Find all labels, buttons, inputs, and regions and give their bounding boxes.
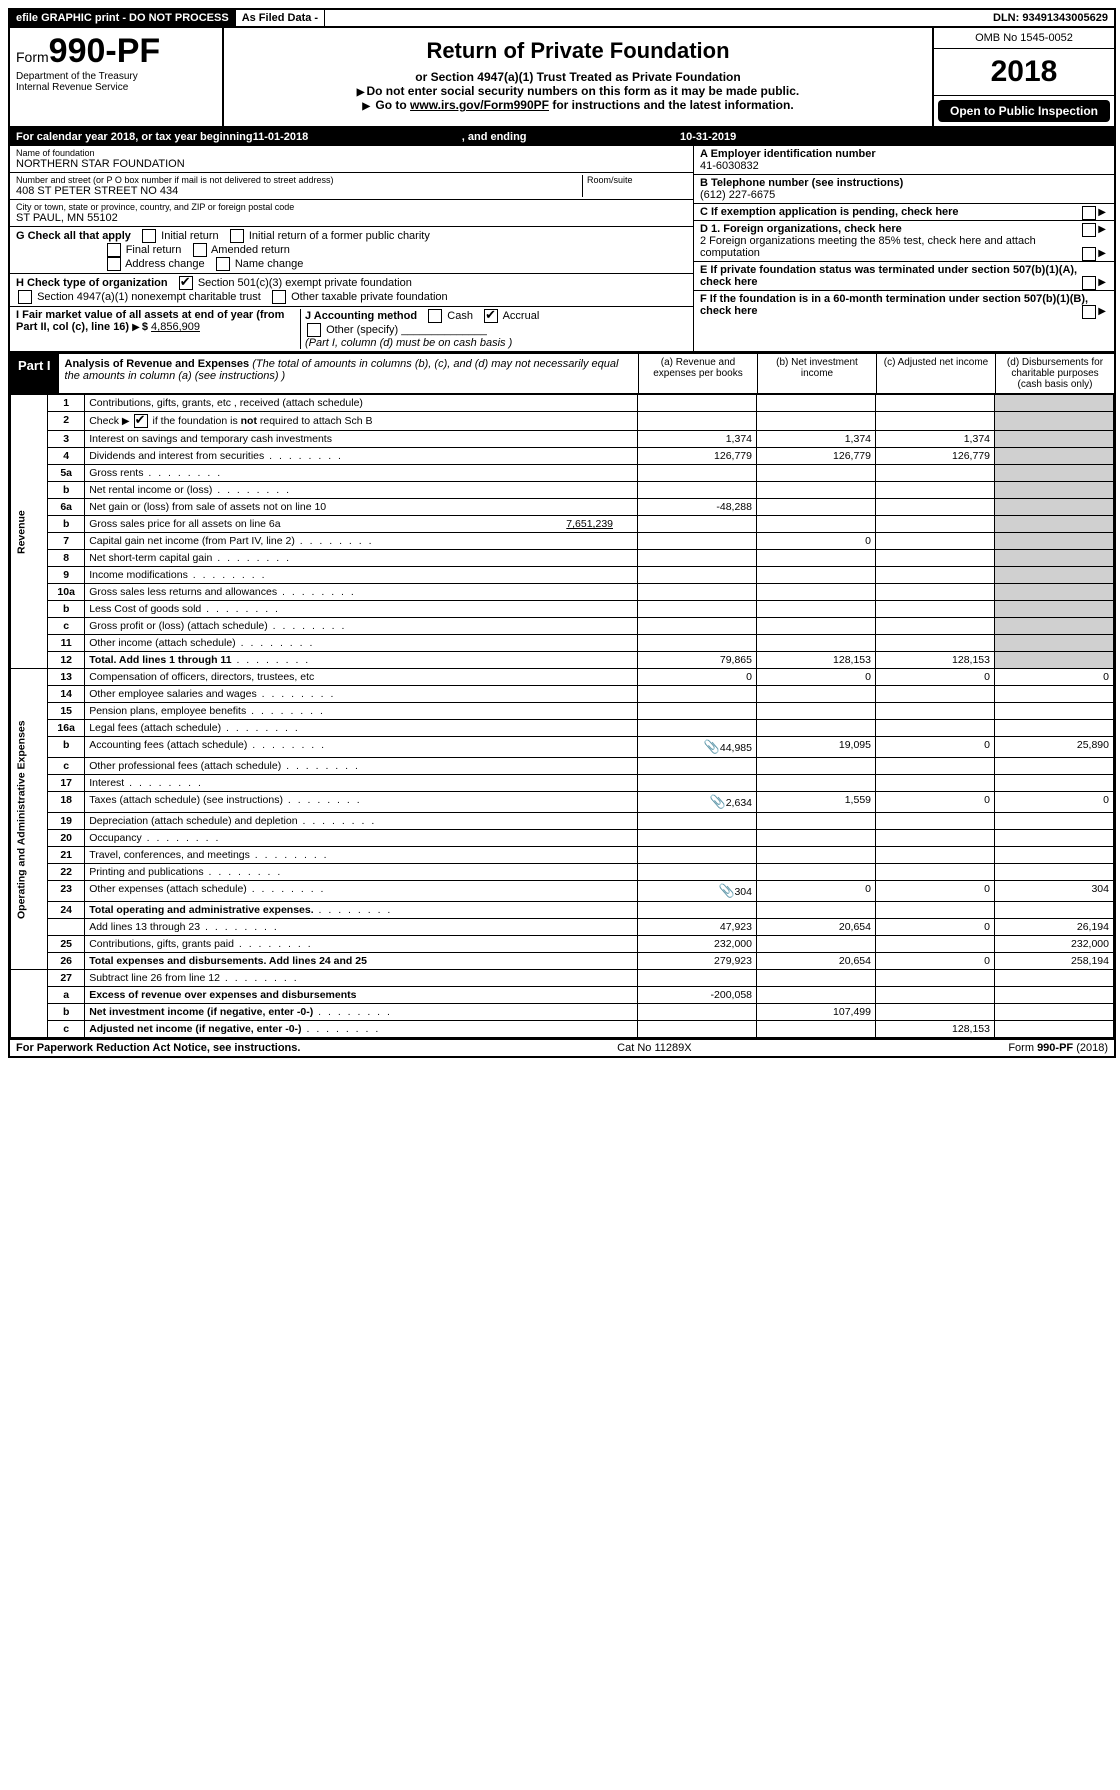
form-identity: Form990-PF Department of the Treasury In… [10,28,224,126]
cb-other-taxable[interactable] [272,290,286,304]
table-row: 3 Interest on savings and temporary cash… [11,431,1114,448]
form-title-block: Return of Private Foundation or Section … [224,28,932,126]
table-row: Operating and Administrative Expenses 13… [11,669,1114,686]
table-row: 24 Total operating and administrative ex… [11,902,1114,919]
cb-name-change[interactable] [216,257,230,271]
table-row: 5a Gross rents [11,465,1114,482]
address: 408 ST PETER STREET NO 434 [16,185,578,197]
table-row: 18 Taxes (attach schedule) (see instruct… [11,792,1114,813]
table-row: 10a Gross sales less returns and allowan… [11,584,1114,601]
table-row: 19 Depreciation (attach schedule) and de… [11,813,1114,830]
page-footer: For Paperwork Reduction Act Notice, see … [10,1038,1114,1056]
section-g: G Check all that apply Initial return In… [10,227,693,274]
phone: (612) 227-6675 [700,189,775,201]
part1-table: Revenue 1 Contributions, gifts, grants, … [10,394,1114,1038]
irs-link[interactable]: www.irs.gov/Form990PF [410,98,549,112]
table-row: c Gross profit or (loss) (attach schedul… [11,618,1114,635]
table-row: 6a Net gain or (loss) from sale of asset… [11,499,1114,516]
cb-accrual[interactable] [484,309,498,323]
table-row: 14 Other employee salaries and wages [11,686,1114,703]
cb-amended[interactable] [193,243,207,257]
table-row: b Gross sales price for all assets on li… [11,516,1114,533]
table-row: b Less Cost of goods sold [11,601,1114,618]
table-row: 2 Check if the foundation is not require… [11,412,1114,431]
table-row: 17 Interest [11,775,1114,792]
entity-info: Name of foundation NORTHERN STAR FOUNDAT… [10,146,1114,352]
table-row: 23 Other expenses (attach schedule) 📎304… [11,881,1114,902]
cb-address-change[interactable] [107,257,121,271]
table-row: Add lines 13 through 23 47,923 20,654 0 … [11,919,1114,936]
cb-initial-return[interactable] [142,229,156,243]
table-row: 25 Contributions, gifts, grants paid 232… [11,936,1114,953]
section-i-j: I Fair market value of all assets at end… [10,307,693,351]
cb-initial-former[interactable] [230,229,244,243]
cb-foreign-org[interactable] [1082,223,1096,237]
topbar: efile GRAPHIC print - DO NOT PROCESS As … [10,10,1114,28]
table-row: 12 Total. Add lines 1 through 11 79,865 … [11,652,1114,669]
attachment-icon[interactable]: 📎 [704,739,720,755]
table-row: c Other professional fees (attach schedu… [11,758,1114,775]
table-row: 20 Occupancy [11,830,1114,847]
cb-other-method[interactable] [307,323,321,337]
attachment-icon[interactable]: 📎 [718,883,734,899]
form-990pf: efile GRAPHIC print - DO NOT PROCESS As … [8,8,1116,1058]
table-row: b Accounting fees (attach schedule) 📎44,… [11,737,1114,758]
calendar-year-row: For calendar year 2018, or tax year begi… [10,128,1114,146]
section-h: H Check type of organization Section 501… [10,274,693,307]
table-row: 8 Net short-term capital gain [11,550,1114,567]
cb-507b1b[interactable] [1082,305,1096,319]
fmv-value: 4,856,909 [151,321,200,333]
attachment-icon[interactable]: 📎 [710,794,726,810]
cb-507b1a[interactable] [1082,276,1096,290]
table-row: 22 Printing and publications [11,864,1114,881]
efile-notice: efile GRAPHIC print - DO NOT PROCESS [10,10,236,26]
table-row: 11 Other income (attach schedule) [11,635,1114,652]
table-row: 16a Legal fees (attach schedule) [11,720,1114,737]
cb-501c3[interactable] [179,276,193,290]
table-row: a Excess of revenue over expenses and di… [11,987,1114,1004]
side-revenue: Revenue [11,395,48,669]
cb-final-return[interactable] [107,243,121,257]
table-row: 26 Total expenses and disbursements. Add… [11,953,1114,970]
cb-cash[interactable] [428,309,442,323]
table-row: b Net rental income or (loss) [11,482,1114,499]
table-row: Revenue 1 Contributions, gifts, grants, … [11,395,1114,412]
table-row: c Adjusted net income (if negative, ente… [11,1021,1114,1038]
table-row: 21 Travel, conferences, and meetings [11,847,1114,864]
table-row: b Net investment income (if negative, en… [11,1004,1114,1021]
dln: DLN: 93491343005629 [987,10,1114,26]
table-row: 27 Subtract line 26 from line 12 [11,970,1114,987]
cb-85pct[interactable] [1082,247,1096,261]
as-filed: As Filed Data - [236,10,325,26]
form-header: Form990-PF Department of the Treasury In… [10,28,1114,128]
cb-exemption-pending[interactable] [1082,206,1096,220]
instructions-line: Go to www.irs.gov/Form990PF for instruct… [230,98,926,112]
table-row: 4 Dividends and interest from securities… [11,448,1114,465]
side-expenses: Operating and Administrative Expenses [11,669,48,970]
part1-header: Part I Analysis of Revenue and Expenses … [10,352,1114,394]
cb-4947a1[interactable] [18,290,32,304]
city-state-zip: ST PAUL, MN 55102 [16,212,687,224]
ein: 41-6030832 [700,160,759,172]
table-row: 7 Capital gain net income (from Part IV,… [11,533,1114,550]
foundation-name: NORTHERN STAR FOUNDATION [16,158,687,170]
year-block: OMB No 1545-0052 2018 Open to Public Ins… [932,28,1114,126]
table-row: 15 Pension plans, employee benefits [11,703,1114,720]
table-row: 9 Income modifications [11,567,1114,584]
